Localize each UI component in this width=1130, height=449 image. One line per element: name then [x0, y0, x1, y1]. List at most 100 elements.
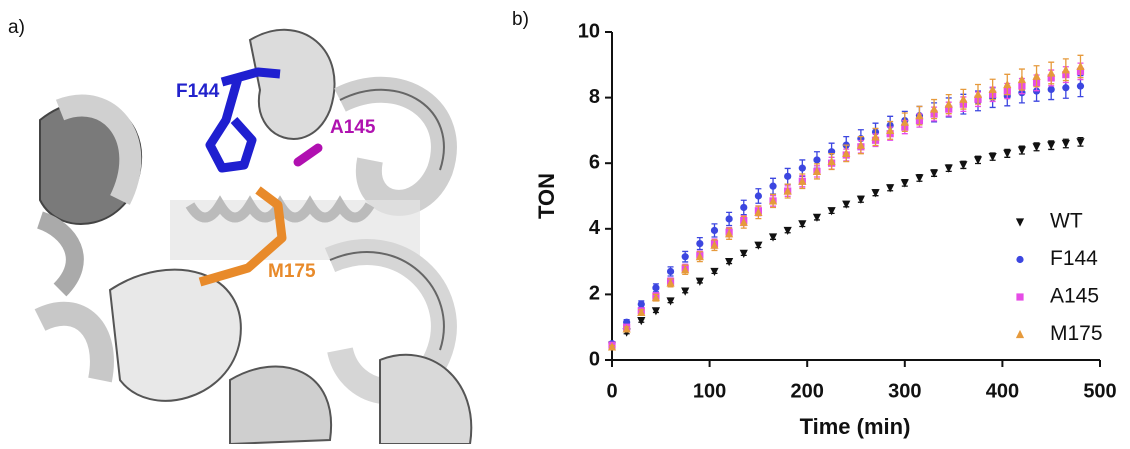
x-axis-label: Time (min) — [800, 414, 911, 439]
legend-marker — [1016, 255, 1024, 264]
x-tick-label: 100 — [693, 380, 726, 402]
data-point — [695, 277, 704, 286]
data-point — [886, 184, 895, 193]
data-point — [959, 161, 968, 170]
x-tick-label: 500 — [1083, 380, 1116, 402]
data-point — [754, 192, 763, 200]
data-point — [1061, 65, 1070, 74]
y-tick-label: 0 — [589, 348, 600, 370]
data-point — [769, 182, 777, 190]
data-point — [768, 196, 778, 205]
data-point — [1062, 84, 1070, 92]
x-tick-label: 400 — [986, 380, 1019, 402]
panel-label: a) — [8, 17, 25, 38]
data-point — [637, 300, 645, 308]
data-point — [1076, 138, 1085, 147]
data-point — [768, 233, 778, 242]
data-point — [666, 278, 675, 287]
data-point — [1017, 74, 1027, 84]
data-point — [900, 179, 909, 188]
data-point — [739, 249, 748, 258]
data-point — [725, 215, 733, 223]
data-point — [959, 94, 968, 103]
data-point — [739, 217, 748, 226]
data-point — [695, 252, 704, 261]
protein-structure — [30, 28, 490, 446]
data-point — [754, 207, 763, 216]
y-tick-label: 2 — [589, 283, 600, 305]
y-tick-label: 4 — [589, 217, 601, 239]
y-tick-label: 10 — [578, 20, 600, 42]
data-point — [783, 226, 792, 236]
data-point — [871, 132, 880, 141]
data-point — [944, 99, 953, 108]
data-point — [1032, 71, 1041, 80]
x-tick-label: 300 — [888, 380, 921, 402]
data-point — [740, 203, 748, 212]
panel-label: b) — [512, 9, 529, 30]
data-point — [842, 200, 851, 209]
data-point — [988, 84, 997, 93]
y-tick-label: 8 — [589, 86, 600, 108]
legend-marker — [1015, 329, 1025, 339]
data-point — [607, 342, 617, 351]
data-point — [1076, 82, 1085, 90]
data-point — [988, 153, 997, 162]
data-point — [710, 240, 719, 249]
data-point — [666, 267, 675, 276]
data-point — [900, 117, 909, 126]
data-point — [856, 140, 865, 149]
data-point — [710, 226, 719, 235]
data-point — [827, 207, 836, 216]
data-point — [871, 189, 880, 198]
data-point — [622, 324, 631, 333]
data-point — [1047, 141, 1056, 150]
data-point — [784, 172, 792, 180]
data-point — [798, 164, 806, 172]
x-tick-label: 0 — [606, 380, 617, 402]
data-point — [1003, 149, 1012, 158]
y-axis-label: TON — [534, 173, 559, 219]
data-point — [944, 164, 953, 173]
data-point — [813, 156, 821, 164]
data-point — [681, 253, 689, 261]
data-point — [652, 284, 660, 292]
data-point — [725, 258, 734, 267]
data-point — [1076, 61, 1085, 71]
data-point — [798, 220, 807, 229]
legend-marker — [1016, 293, 1024, 301]
data-point — [651, 307, 661, 316]
data-point — [1061, 139, 1070, 149]
legend-label: M175 — [1050, 322, 1103, 345]
residue-label: F144 — [176, 81, 220, 102]
data-point — [973, 89, 983, 98]
data-point — [1032, 143, 1041, 152]
data-point — [842, 148, 851, 157]
data-point — [710, 267, 719, 277]
data-point — [637, 317, 646, 326]
data-point — [827, 156, 836, 166]
data-point — [915, 174, 924, 183]
data-point — [681, 287, 690, 296]
legend-label: WT — [1050, 210, 1083, 233]
data-point — [754, 241, 763, 250]
data-point — [681, 265, 690, 274]
data-point — [666, 297, 675, 306]
data-point — [783, 186, 792, 195]
y-tick-label: 6 — [589, 151, 600, 173]
data-point — [886, 125, 895, 134]
data-point — [1047, 85, 1055, 93]
residue-label: M175 — [268, 261, 316, 282]
data-point — [1047, 68, 1056, 77]
data-point — [1003, 79, 1012, 89]
data-point — [725, 229, 734, 238]
data-point — [915, 111, 924, 120]
data-point — [696, 239, 704, 248]
legend-marker — [1015, 218, 1025, 227]
data-point — [651, 293, 661, 302]
x-tick-label: 200 — [791, 380, 824, 402]
data-point — [637, 307, 646, 317]
data-point — [929, 169, 939, 178]
data-point — [812, 213, 822, 222]
